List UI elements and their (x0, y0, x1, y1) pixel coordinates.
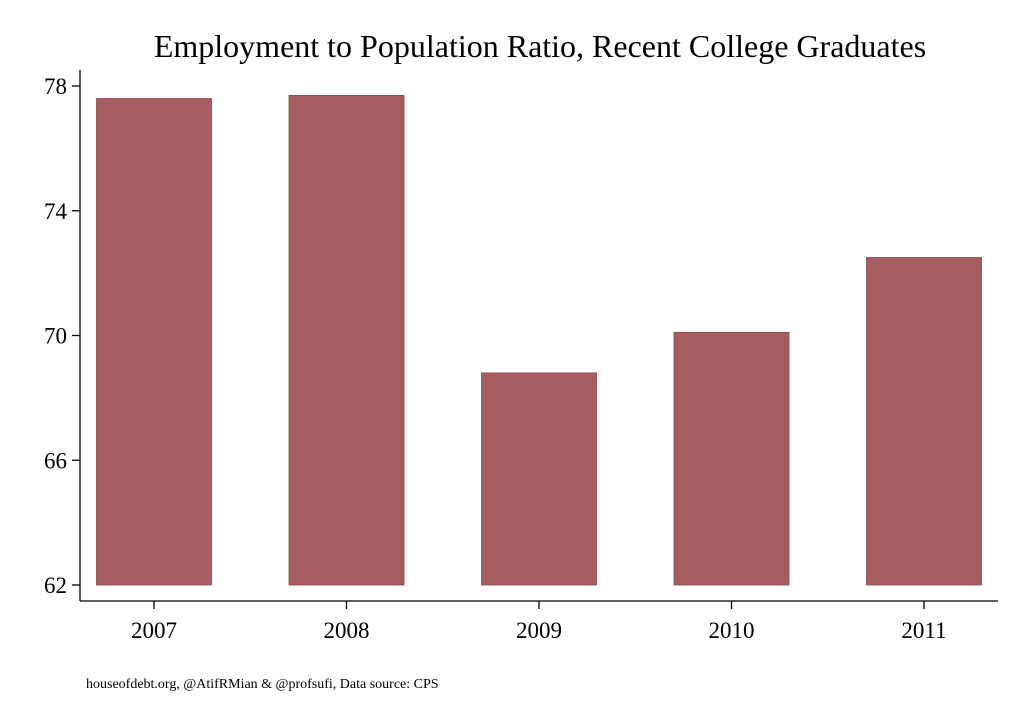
bar-2008 (288, 95, 405, 586)
x-tick-label-2007: 2007 (131, 618, 177, 643)
bars-layer (96, 95, 982, 586)
y-tick-label-78: 78 (44, 74, 67, 99)
source-note: houseofdebt.org, @AtifRMian & @profsufi,… (86, 677, 439, 692)
chart-title: Employment to Population Ratio, Recent C… (154, 28, 926, 64)
y-tick-label-70: 70 (44, 324, 67, 349)
x-tick-label-2010: 2010 (709, 618, 755, 643)
y-tick-label-66: 66 (44, 448, 67, 473)
x-tick-label-2011: 2011 (901, 618, 946, 643)
bar-2010 (673, 331, 790, 586)
x-tick-label-2008: 2008 (324, 618, 370, 643)
x-tick-label-2009: 2009 (516, 618, 562, 643)
bar-2007 (96, 98, 212, 586)
bar-2011 (866, 257, 982, 586)
y-tick-label-74: 74 (44, 199, 68, 224)
bar-2009 (481, 372, 597, 586)
y-tick-label-62: 62 (44, 573, 67, 598)
axes-layer: 62 66 70 74 78 2007 2008 2009 2010 2011 (44, 70, 998, 643)
